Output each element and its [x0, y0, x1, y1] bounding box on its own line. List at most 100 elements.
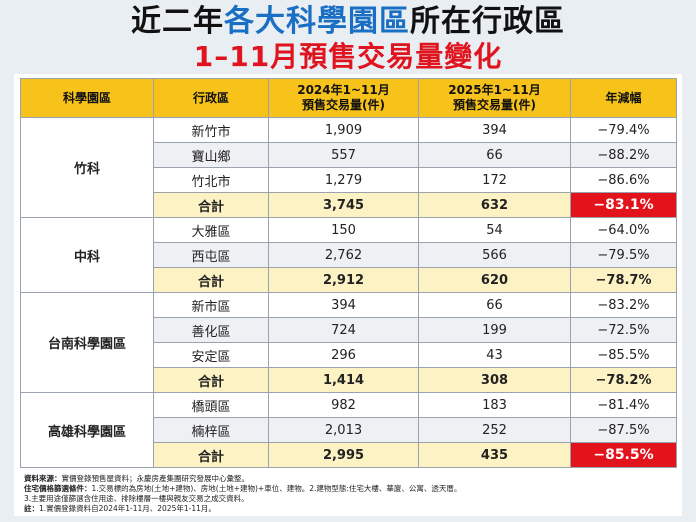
cell: 435: [418, 442, 571, 468]
cell: 394: [418, 117, 571, 143]
cell: 183: [418, 392, 571, 418]
cell: 982: [268, 392, 419, 418]
cell: 1,414: [268, 367, 419, 393]
cell: 安定區: [153, 342, 269, 368]
change-cell: −85.5%: [570, 342, 677, 368]
change-cell: −81.4%: [570, 392, 677, 418]
cell: 252: [418, 417, 571, 443]
header-cell: 2025年1~11月 預售交易量(件): [418, 78, 571, 118]
cell: 新竹市: [153, 117, 269, 143]
title-part: 近二年: [131, 4, 224, 39]
row: 西屯區 2,762 566 −79.5%: [21, 242, 677, 268]
cell: 3,745: [268, 192, 419, 218]
park-cell: 高雄科學園區: [20, 392, 154, 468]
card: 科學園區 行政區 2024年1~11月 預售交易量(件) 2025年1~11月 預售交…: [14, 74, 682, 516]
cell: 620: [418, 267, 571, 293]
change-cell: −64.0%: [570, 217, 677, 243]
cell: 724: [268, 317, 419, 343]
cell: 1,909: [268, 117, 419, 143]
cell: 西屯區: [153, 242, 269, 268]
title-part: 各大科學園區: [224, 4, 410, 39]
cell: 合計: [153, 442, 269, 468]
park-cell: 竹科: [20, 117, 154, 218]
cell: 2,912: [268, 267, 419, 293]
cell: 43: [418, 342, 571, 368]
table: 科學園區 行政區 2024年1~11月 預售交易量(件) 2025年1~11月 預售交…: [20, 78, 677, 468]
row: 合計 1,414 308 −78.2%: [21, 367, 677, 393]
note: 註：1.實價登錄資料自2024年1-11月、2025年1-11月。: [24, 504, 461, 514]
row: 竹北市 1,279 172 −86.6%: [21, 167, 677, 193]
row: 竹科 新竹市 1,909 394 −79.4%: [20, 117, 677, 218]
row: 善化區 724 199 −72.5%: [21, 317, 677, 343]
cell: 1,279: [268, 167, 419, 193]
header-cell: 行政區: [153, 78, 269, 118]
change-cell: −87.5%: [570, 417, 677, 443]
cell: 橋頭區: [153, 392, 269, 418]
cell: 楠梓區: [153, 417, 269, 443]
cell: 172: [418, 167, 571, 193]
cell: 66: [418, 142, 571, 168]
header-cell: 科學園區: [20, 78, 154, 118]
change-cell: −83.2%: [570, 292, 677, 318]
cell: 善化區: [153, 317, 269, 343]
note-text: 1.實價登錄資料自2024年1-11月、2025年1-11月。: [39, 504, 216, 513]
cell: 2,013: [268, 417, 419, 443]
cell: 632: [418, 192, 571, 218]
row: 合計 2,995 435 −85.5%: [21, 442, 677, 468]
change-cell: −78.7%: [570, 267, 677, 293]
change-cell: −79.5%: [570, 242, 677, 268]
title-line2: 1–11月預售交易量變化: [193, 40, 503, 73]
change-cell: −83.1%: [570, 192, 677, 218]
cell: 新市區: [153, 292, 269, 318]
cell: 296: [268, 342, 419, 368]
cell: 大雅區: [153, 217, 269, 243]
header-cell: 2024年1~11月 預售交易量(件): [268, 78, 419, 118]
title-line1: 近二年各大科學園區所在行政區: [0, 4, 696, 40]
change-cell: −88.2%: [570, 142, 677, 168]
note: 住宅價格篩選條件：1.交易標的為房地(土地+建物)、房地(土地+建物)+車位、建…: [24, 484, 461, 494]
note-text: 實價登錄預售屋資料；永慶房產集團研究發展中心彙整。: [61, 474, 250, 483]
title-part: 所在行政區: [410, 4, 565, 39]
header-row: 科學園區 行政區 2024年1~11月 預售交易量(件) 2025年1~11月 預售交…: [20, 78, 677, 118]
cell: 合計: [153, 267, 269, 293]
row: 高雄科學園區 橋頭區 982 183 −81.4%: [20, 392, 677, 468]
note: 資料來源：實價登錄預售屋資料；永慶房產集團研究發展中心彙整。: [24, 474, 461, 484]
row: 楠梓區 2,013 252 −87.5%: [21, 417, 677, 443]
row: 合計 2,912 620 −78.7%: [21, 267, 677, 293]
row: 寶山鄉 557 66 −88.2%: [21, 142, 677, 168]
note-label: 註：: [24, 504, 39, 513]
cell: 寶山鄉: [153, 142, 269, 168]
cell: 199: [418, 317, 571, 343]
cell: 合計: [153, 192, 269, 218]
note-label: 住宅價格篩選條件：: [24, 484, 92, 493]
change-cell: −72.5%: [570, 317, 677, 343]
note-text: 3.主要用途僅篩選含住用途、排除樓層一樓與親友交易之成交資料。: [24, 494, 249, 503]
title: 近二年各大科學園區所在行政區 1–11月預售交易量變化: [0, 4, 696, 74]
change-cell: −79.4%: [570, 117, 677, 143]
cell: 66: [418, 292, 571, 318]
cell: 2,762: [268, 242, 419, 268]
change-cell: −86.6%: [570, 167, 677, 193]
park-cell: 台南科學園區: [20, 292, 154, 393]
change-cell: −85.5%: [570, 442, 677, 468]
row: 台南科學園區 新市區 394 66 −83.2%: [20, 292, 677, 393]
cell: 2,995: [268, 442, 419, 468]
row: 合計 3,745 632 −83.1%: [21, 192, 677, 218]
change-cell: −78.2%: [570, 367, 677, 393]
note: 3.主要用途僅篩選含住用途、排除樓層一樓與親友交易之成交資料。: [24, 494, 461, 504]
cell: 557: [268, 142, 419, 168]
row: 中科 大雅區 150 54 −64.0%: [20, 217, 677, 293]
cell: 394: [268, 292, 419, 318]
notes: 資料來源：實價登錄預售屋資料；永慶房產集團研究發展中心彙整。 住宅價格篩選條件：1…: [24, 474, 461, 514]
park-cell: 中科: [20, 217, 154, 293]
cell: 竹北市: [153, 167, 269, 193]
cell: 308: [418, 367, 571, 393]
cell: 54: [418, 217, 571, 243]
note-label: 資料來源：: [24, 474, 62, 483]
cell: 合計: [153, 367, 269, 393]
cell: 566: [418, 242, 571, 268]
note-text: 1.交易標的為房地(土地+建物)、房地(土地+建物)+車位、建物。2.建物型態:…: [91, 484, 462, 493]
cell: 150: [268, 217, 419, 243]
header-cell: 年減幅: [570, 78, 677, 118]
